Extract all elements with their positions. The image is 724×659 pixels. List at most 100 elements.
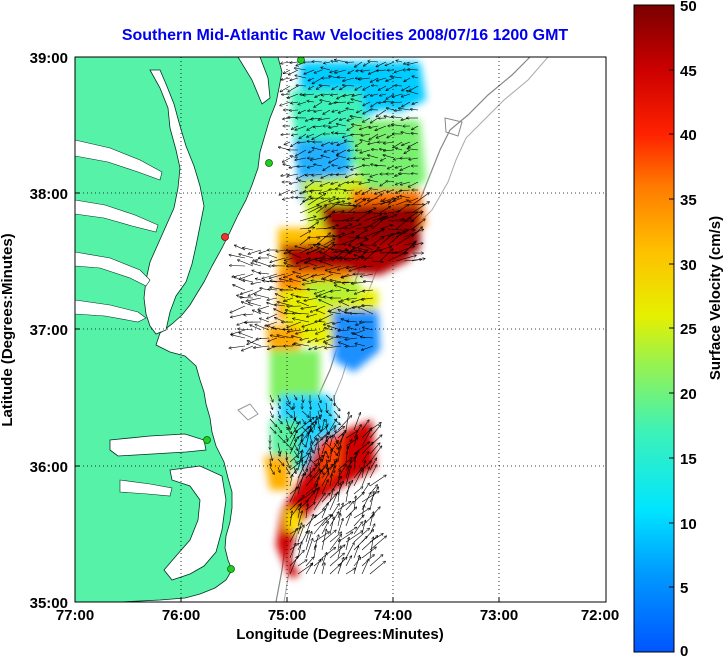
velocity-arrow — [398, 108, 411, 111]
velocity-arrow — [331, 142, 339, 144]
velocity-arrow — [313, 545, 316, 559]
velocity-arrow — [357, 109, 363, 113]
velocity-arrow — [285, 466, 290, 474]
velocity-arrow — [269, 273, 286, 278]
velocity-arrow — [305, 489, 317, 503]
colorbar-tick-marks — [669, 4, 674, 653]
velocity-arrow — [400, 181, 411, 185]
velocity-arrow — [361, 442, 373, 455]
velocity-arrow — [371, 229, 384, 238]
velocity-arrow — [338, 165, 347, 168]
velocity-arrow — [387, 253, 405, 262]
velocity-arrow — [307, 249, 318, 254]
velocity-arrow — [305, 532, 312, 551]
velocity-arrow — [353, 435, 357, 447]
velocity-arrow — [395, 205, 409, 214]
velocity-arrow — [321, 563, 325, 575]
velocity-arrow — [395, 200, 408, 206]
velocity-arrow — [297, 173, 307, 179]
velocity-arrow — [289, 556, 297, 575]
velocity-arrow — [396, 61, 403, 63]
velocity-arrow — [317, 434, 322, 440]
velocity-arrow — [241, 302, 254, 307]
velocity-arrow — [307, 313, 318, 317]
velocity-arrow — [372, 86, 379, 87]
velocity-arrow — [337, 198, 347, 199]
velocity-arrow — [305, 469, 315, 479]
velocity-arrow — [326, 418, 327, 426]
velocity-arrow — [339, 212, 355, 213]
velocity-arrow — [352, 281, 366, 284]
velocity-arrow — [371, 237, 384, 246]
x-tick-label: 72:00 — [581, 607, 619, 624]
velocity-arrow — [363, 215, 381, 222]
velocity-arrow — [361, 536, 378, 551]
velocity-arrow — [379, 249, 393, 262]
velocity-arrow — [277, 458, 284, 465]
velocity-arrow — [325, 345, 342, 348]
velocity-arrow — [310, 305, 326, 312]
velocity-arrow — [361, 244, 374, 251]
velocity-arrow — [284, 297, 294, 301]
velocity-arrow — [337, 156, 347, 159]
velocity-arrow — [305, 563, 313, 575]
velocity-arrow — [301, 418, 306, 424]
velocity-arrow — [310, 466, 311, 477]
velocity-arrow — [337, 519, 343, 535]
velocity-arrow — [323, 109, 331, 114]
velocity-arrow — [316, 329, 326, 334]
velocity-arrow — [353, 522, 362, 535]
velocity-arrow — [348, 150, 355, 151]
velocity-arrow — [371, 101, 379, 107]
velocity-arrow — [339, 301, 350, 307]
velocity-arrow — [319, 189, 331, 194]
velocity-arrow — [321, 451, 326, 463]
velocity-arrow — [310, 157, 323, 160]
velocity-arrow — [401, 132, 411, 135]
velocity-arrow — [288, 93, 299, 98]
velocity-arrow — [368, 155, 379, 159]
velocity-arrow — [395, 255, 416, 262]
colorbar-tick-labels: 50 45 40 35 30 25 20 15 10 5 0 — [680, 0, 697, 659]
velocity-arrow — [329, 117, 339, 123]
velocity-arrow — [282, 157, 291, 162]
velocity-arrow — [321, 548, 335, 559]
velocity-arrow — [312, 62, 323, 63]
velocity-arrow — [400, 190, 411, 191]
velocity-arrow — [297, 491, 314, 503]
velocity-arrow — [395, 85, 403, 86]
velocity-arrow — [345, 305, 358, 310]
velocity-arrow — [360, 149, 371, 153]
velocity-arrow — [314, 109, 323, 112]
velocity-arrow — [229, 345, 246, 348]
velocity-arrow — [308, 337, 318, 342]
velocity-arrow — [306, 262, 318, 267]
velocity-arrow — [392, 124, 403, 127]
station-marker — [227, 565, 235, 573]
velocity-arrow — [411, 219, 425, 230]
tidal-river-2 — [75, 199, 159, 233]
velocity-arrow — [337, 546, 341, 559]
velocity-arrow — [297, 450, 303, 471]
velocity-arrow — [346, 108, 355, 110]
velocity-arrow — [312, 77, 323, 84]
velocity-arrow — [337, 483, 341, 503]
velocity-arrow — [279, 279, 294, 283]
velocity-arrow — [274, 309, 286, 315]
velocity-arrow — [361, 133, 371, 136]
velocity-arrow — [329, 312, 342, 315]
velocity-arrow — [313, 416, 317, 431]
colorbar-tick-label: 5 — [680, 580, 688, 597]
velocity-arrow — [369, 555, 383, 567]
velocity-arrow — [305, 469, 320, 487]
pamlico-sound — [163, 465, 227, 581]
colorbar-tick-label: 30 — [680, 257, 697, 274]
velocity-arrow — [348, 327, 358, 331]
velocity-arrow — [343, 85, 355, 86]
velocity-arrow — [314, 164, 323, 167]
velocity-arrow — [387, 233, 399, 238]
velocity-arrow — [348, 69, 355, 73]
colorbar-tick-label: 35 — [680, 192, 697, 209]
velocity-arrow — [355, 344, 366, 347]
velocity-arrow — [255, 294, 270, 299]
